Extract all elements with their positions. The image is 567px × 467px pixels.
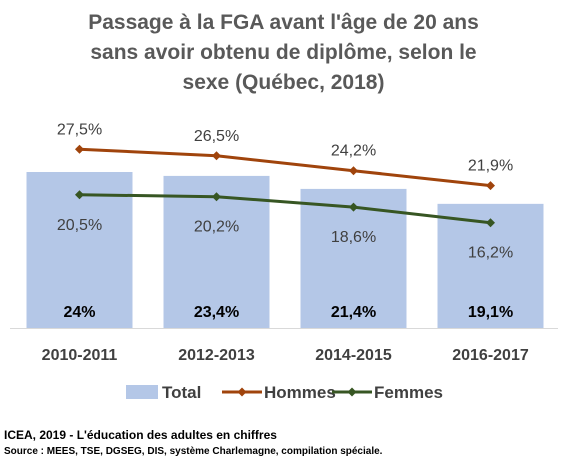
point-hommes-2016-2017 [486,181,495,191]
point-label-hommes-2016-2017: 21,9% [468,158,513,175]
line-hommes [79,147,491,188]
point-femmes-2010-2011 [75,190,84,200]
point-label-hommes-2014-2015: 24,2% [331,143,376,160]
point-hommes-2010-2011 [75,144,84,154]
point-label-femmes-2016-2017: 16,2% [468,245,513,262]
bar-label-total-2016-2017: 19,1% [468,304,513,321]
bar-label-total-2014-2015: 21,4% [331,304,376,321]
x-tick-label-2014-2015: 2014-2015 [315,347,392,364]
point-label-femmes-2010-2011: 20,5% [57,217,102,234]
legend-label-femmes: Femmes [374,383,443,402]
chart-title: Passage à la FGA avant l'âge de 20 ans s… [0,8,567,98]
legend-label-hommes: Hommes [264,383,336,402]
line-femmes [79,193,491,225]
point-label-hommes-2010-2011: 27,5% [57,121,102,138]
bar-label-total-2010-2011: 24% [63,304,95,321]
legend-label-total: Total [162,383,201,402]
legend-marker-femmes [347,387,357,397]
footer-credit: ICEA, 2019 - L'éducation des adultes en … [4,428,277,442]
footer-source: Source : MEES, TSE, DGSEG, DIS, système … [4,446,383,457]
legend-marker-hommes [237,387,247,397]
chart-title-line-1: Passage à la FGA avant l'âge de 20 ans [88,11,479,34]
x-tick-label-2016-2017: 2016-2017 [452,347,529,364]
combo-chart: 24% 23,4% 21,4% 19,1% 27,5% 26,5% 24,2% 21,9% 20… [10,121,558,402]
chart-title-line-2: sans avoir obtenu de diplôme, selon le [90,41,477,64]
point-label-femmes-2014-2015: 18,6% [331,229,376,246]
point-femmes-2014-2015 [349,202,358,212]
x-tick-label-2012-2013: 2012-2013 [178,347,255,364]
point-label-femmes-2012-2013: 20,2% [194,219,239,236]
legend-swatch-total [126,385,158,399]
point-hommes-2012-2013 [212,151,221,161]
point-label-hommes-2012-2013: 26,5% [194,128,239,145]
bar-label-total-2012-2013: 23,4% [194,304,239,321]
point-femmes-2016-2017 [486,218,495,228]
point-hommes-2014-2015 [349,166,358,176]
x-tick-label-2010-2011: 2010-2011 [42,347,118,364]
chart-title-line-3: sexe (Québec, 2018) [182,71,385,94]
point-femmes-2012-2013 [212,192,221,202]
bar-total-2012-2013 [163,175,270,328]
